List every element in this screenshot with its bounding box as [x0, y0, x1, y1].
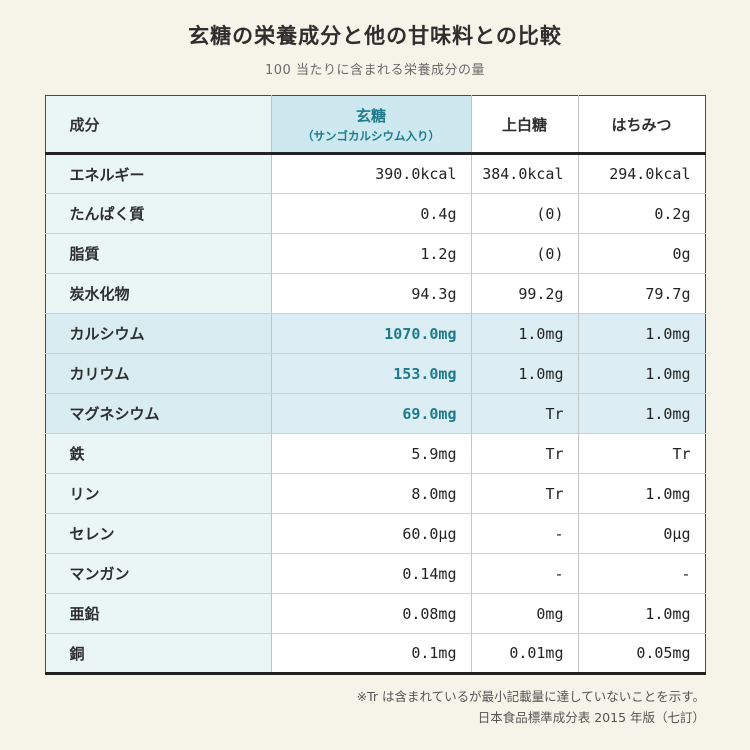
hachimitsu-value-cell: 1.0mg	[578, 353, 705, 394]
gentou-value-cell: 153.0mg	[271, 353, 472, 394]
component-cell: リン	[45, 473, 272, 514]
hachimitsu-value-cell: Tr	[578, 433, 705, 474]
jouhakutou-value-cell: -	[471, 553, 579, 594]
jouhakutou-value-cell: 99.2g	[471, 273, 579, 314]
hachimitsu-value-cell: 1.0mg	[578, 393, 705, 434]
table-row: 亜鉛 0.08mg 0mg 1.0mg	[45, 593, 705, 634]
gentou-value-cell: 5.9mg	[271, 433, 472, 474]
hachimitsu-value-cell: 294.0kcal	[578, 153, 705, 194]
table-row: 脂質 1.2g (0) 0g	[45, 233, 705, 274]
footnotes: ※Tr は含まれているが最小記載量に達していないことを示す。 日本食品標準成分表…	[45, 686, 705, 729]
jouhakutou-value-cell: -	[471, 513, 579, 554]
table-row: 炭水化物 94.3g 99.2g 79.7g	[45, 273, 705, 314]
jouhakutou-value-cell: 1.0mg	[471, 353, 579, 394]
hachimitsu-value-cell: 0.05mg	[578, 633, 705, 674]
gentou-value-cell: 0.4g	[271, 193, 472, 234]
table-row: たんぱく質 0.4g (0) 0.2g	[45, 193, 705, 234]
table-row: カルシウム 1070.0mg 1.0mg 1.0mg	[45, 313, 705, 354]
jouhakutou-value-cell: Tr	[471, 433, 579, 474]
col-header-hachimitsu: はちみつ	[578, 95, 705, 155]
page-subtitle: 100 当たりに含まれる栄養成分の量	[265, 63, 485, 78]
gentou-value-cell: 0.14mg	[271, 553, 472, 594]
hachimitsu-value-cell: 1.0mg	[578, 313, 705, 354]
jouhakutou-value-cell: 1.0mg	[471, 313, 579, 354]
jouhakutou-value-cell: (0)	[471, 233, 579, 274]
jouhakutou-value-cell: 0mg	[471, 593, 579, 634]
hachimitsu-value-cell: 0μg	[578, 513, 705, 554]
table-row: マグネシウム 69.0mg Tr 1.0mg	[45, 393, 705, 434]
col-header-jouhakutou: 上白糖	[471, 95, 579, 155]
gentou-value-cell: 1070.0mg	[271, 313, 472, 354]
component-cell: カルシウム	[45, 313, 272, 354]
component-cell: マグネシウム	[45, 393, 272, 434]
jouhakutou-value-cell: 0.01mg	[471, 633, 579, 674]
header-row: 成分 玄糖 （サンゴカルシウム入り） 上白糖 はちみつ	[45, 95, 705, 155]
gentou-value-cell: 1.2g	[271, 233, 472, 274]
hachimitsu-value-cell: -	[578, 553, 705, 594]
gentou-value-cell: 390.0kcal	[271, 153, 472, 194]
component-cell: 銅	[45, 633, 272, 674]
component-cell: 脂質	[45, 233, 272, 274]
gentou-value-cell: 0.1mg	[271, 633, 472, 674]
component-cell: セレン	[45, 513, 272, 554]
component-cell: エネルギー	[45, 153, 272, 194]
footnote-source: 日本食品標準成分表 2015 年版（七訂）	[477, 710, 705, 726]
table-row: 鉄 5.9mg Tr Tr	[45, 433, 705, 474]
page-title: 玄糖の栄養成分と他の甘味料との比較	[188, 24, 562, 48]
table-row: カリウム 153.0mg 1.0mg 1.0mg	[45, 353, 705, 394]
footnote-tr: ※Tr は含まれているが最小記載量に達していないことを示す。	[356, 689, 705, 704]
gentou-value-cell: 94.3g	[271, 273, 472, 314]
hachimitsu-value-cell: 1.0mg	[578, 593, 705, 634]
jouhakutou-value-cell: 384.0kcal	[471, 153, 579, 194]
table-row: 銅 0.1mg 0.01mg 0.05mg	[45, 633, 705, 674]
nutrition-table: 成分 玄糖 （サンゴカルシウム入り） 上白糖 はちみつ エネルギー 390.0kc…	[44, 95, 706, 675]
jouhakutou-value-cell: Tr	[471, 393, 579, 434]
component-cell: マンガン	[45, 553, 272, 594]
table-row: マンガン 0.14mg - -	[45, 553, 705, 594]
component-cell: カリウム	[45, 353, 272, 394]
jouhakutou-value-cell: (0)	[471, 193, 579, 234]
col-header-gentou: 玄糖 （サンゴカルシウム入り）	[271, 95, 472, 155]
hachimitsu-value-cell: 1.0mg	[578, 473, 705, 514]
gentou-value-cell: 8.0mg	[271, 473, 472, 514]
hachimitsu-value-cell: 0.2g	[578, 193, 705, 234]
col-header-gentou-sub: （サンゴカルシウム入り）	[302, 128, 440, 143]
component-cell: 炭水化物	[45, 273, 272, 314]
table-row: リン 8.0mg Tr 1.0mg	[45, 473, 705, 514]
component-cell: たんぱく質	[45, 193, 272, 234]
gentou-value-cell: 69.0mg	[271, 393, 472, 434]
gentou-value-cell: 0.08mg	[271, 593, 472, 634]
hachimitsu-value-cell: 0g	[578, 233, 705, 274]
col-header-gentou-main: 玄糖	[355, 106, 386, 125]
table-row: エネルギー 390.0kcal 384.0kcal 294.0kcal	[45, 153, 705, 194]
gentou-value-cell: 60.0μg	[271, 513, 472, 554]
component-cell: 亜鉛	[45, 593, 272, 634]
jouhakutou-value-cell: Tr	[471, 473, 579, 514]
hachimitsu-value-cell: 79.7g	[578, 273, 705, 314]
col-header-component: 成分	[45, 95, 272, 155]
table-row: セレン 60.0μg -0μg	[45, 513, 705, 554]
component-cell: 鉄	[45, 433, 272, 474]
